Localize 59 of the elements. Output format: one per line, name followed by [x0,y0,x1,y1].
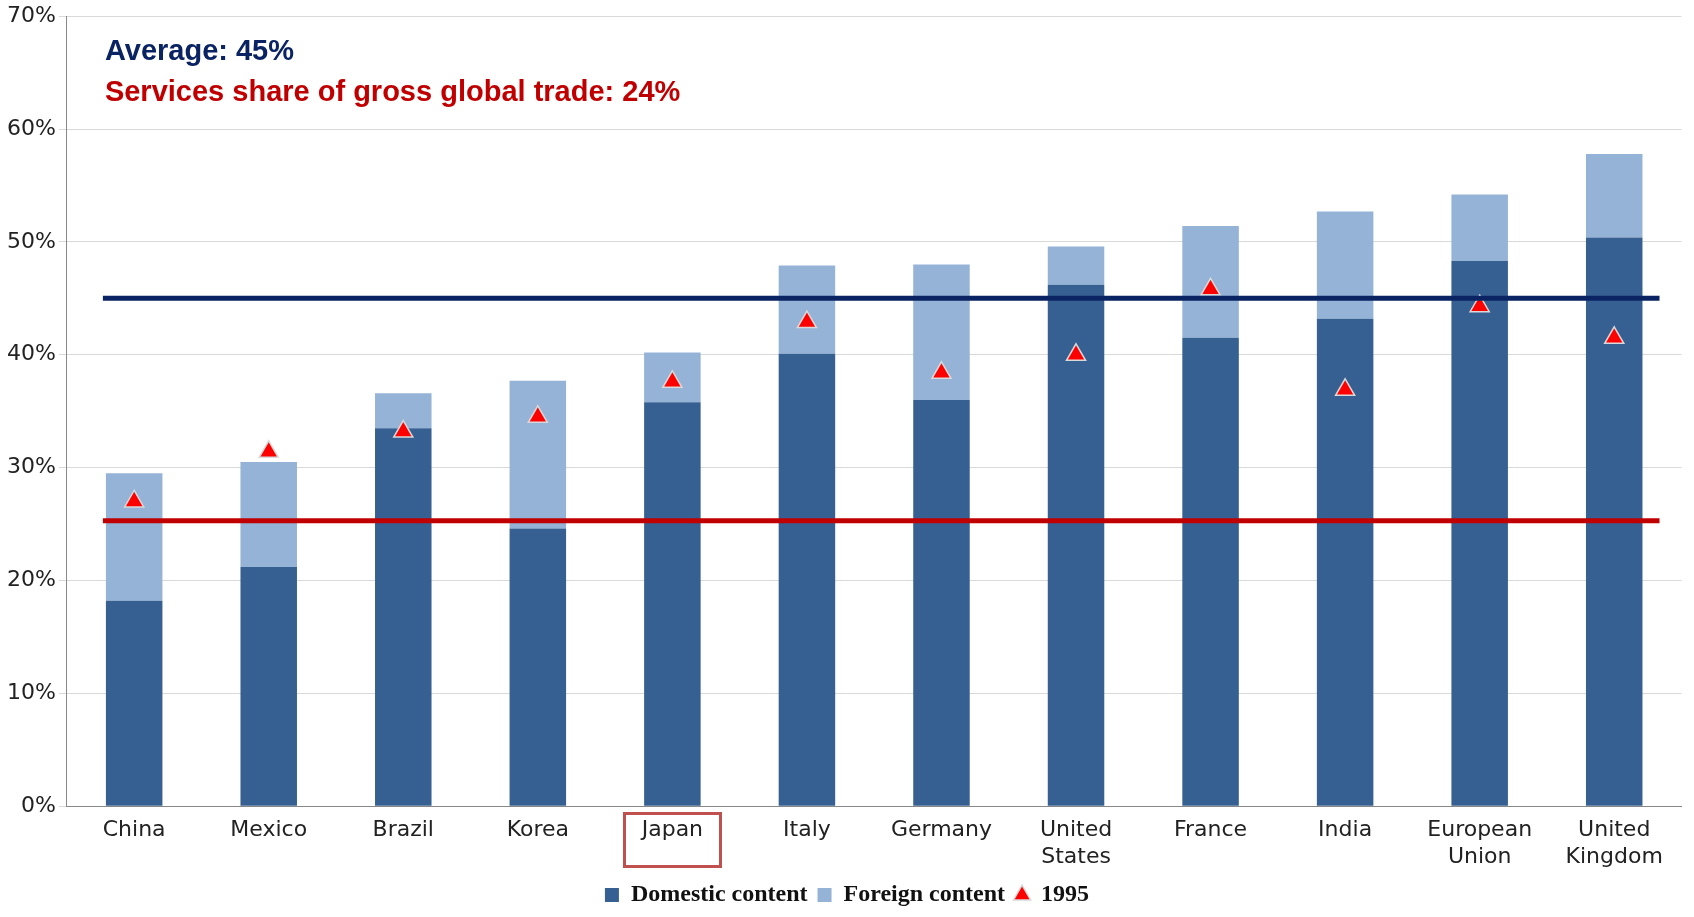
x-tick-label: China [102,816,166,842]
bar [913,399,970,806]
bar [105,473,163,601]
point [393,419,414,438]
bar [1182,226,1239,338]
bar [240,461,297,567]
point [1200,277,1221,296]
bar [1451,194,1508,262]
bar [375,393,432,429]
x-tick-label: Mexico [230,816,308,842]
x-tick-label: Brazil [372,816,434,842]
x-tick-label: Korea [506,816,570,842]
point [1065,343,1087,362]
bar [1047,284,1105,806]
point [1603,326,1625,345]
x-tick-label: Japan [639,816,704,842]
point [527,405,549,424]
x-tick-label: Germany [890,816,993,842]
bar [105,600,163,806]
bar [1316,211,1374,319]
y-tick-label: 30% [6,453,56,479]
point [796,310,818,329]
y-tick-label: 10% [6,679,56,705]
y-tick-label: 0% [20,791,56,817]
bar [1585,237,1643,806]
bar [1182,337,1239,806]
bar [240,566,297,806]
x-tick-label: Italy [783,816,831,842]
bar [1047,246,1105,285]
point [258,440,279,459]
legend-label: Foreign content [843,880,1006,907]
bar [644,352,701,403]
point [931,361,952,380]
y-tick-label: 40% [6,340,56,366]
x-tick-label: India [1318,816,1373,842]
bar [1451,261,1508,806]
bar [375,428,432,806]
legend-label: 1995 [1041,880,1090,907]
bar [644,402,701,806]
y-tick-label: 60% [6,114,56,140]
annotation: Average: 45% [104,34,295,67]
point [1334,378,1356,397]
y-tick-label: 70% [6,1,56,27]
x-tick-label: European Union [1427,816,1533,868]
bar [509,528,567,806]
y-tick-label: 20% [6,566,56,592]
x-tick-label: United States [1039,816,1113,868]
bar [1585,153,1643,238]
bar [913,264,970,400]
bar [778,353,836,806]
y-tick-label: 50% [6,227,56,253]
bar [778,265,836,354]
x-tick-label: United Kingdom [1565,816,1663,868]
bar [509,380,567,529]
x-tick-label: France [1174,816,1248,842]
annotation: Services share of gross global trade: 24% [104,75,681,108]
point [123,489,145,508]
legend-label: Domestic content [630,880,808,907]
bar [1316,318,1374,806]
